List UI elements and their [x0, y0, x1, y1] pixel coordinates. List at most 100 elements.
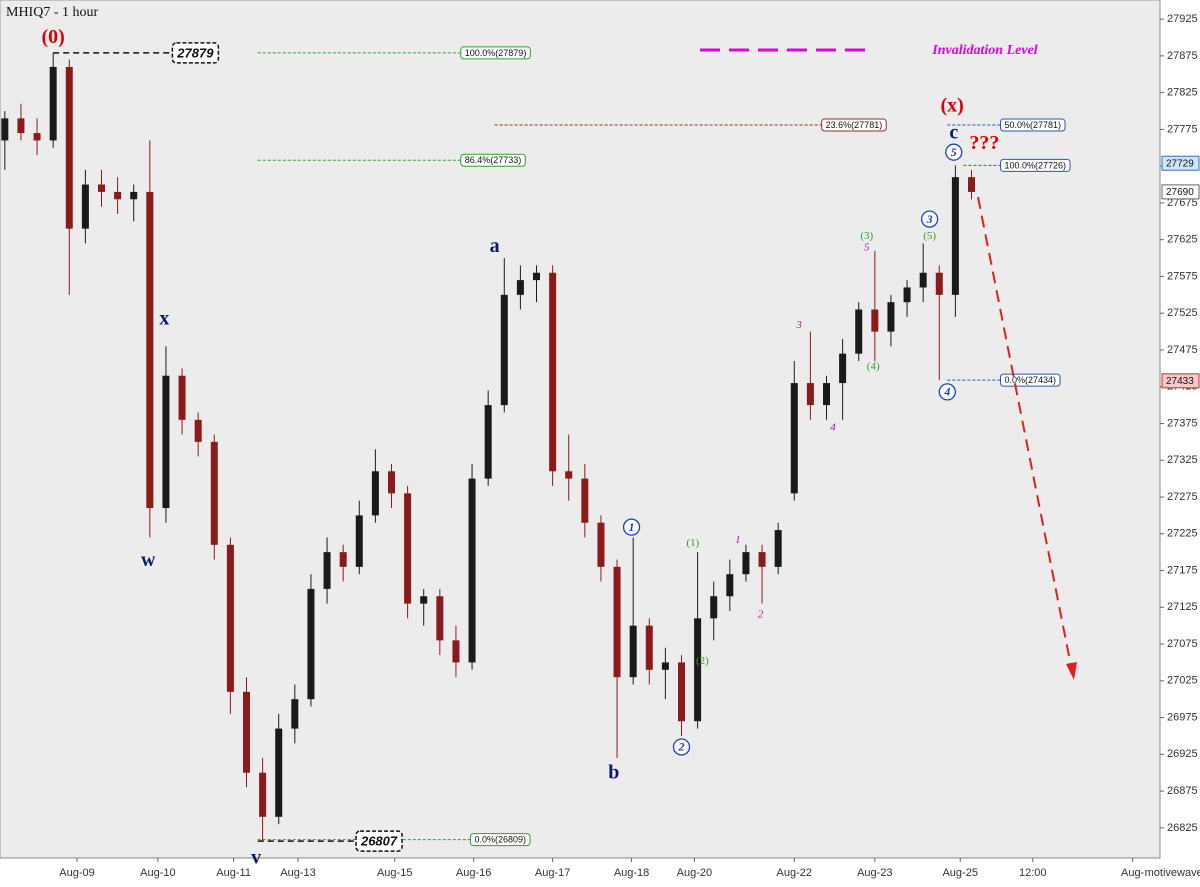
wave-label: (0) — [42, 26, 65, 48]
candle-body — [500, 294, 508, 406]
candle-body — [178, 375, 186, 420]
y-tick-label: 27375 — [1167, 417, 1198, 429]
candle-body — [887, 302, 895, 332]
candle-body — [291, 699, 299, 729]
candle-body — [81, 184, 89, 229]
fib-label: 86.4%(27733) — [465, 155, 522, 165]
candle-body — [162, 375, 170, 509]
candle-body — [871, 309, 879, 332]
wave-label: 3 — [926, 212, 933, 226]
fib-label: 0.0%(26809) — [474, 834, 526, 844]
candle-body — [661, 662, 669, 670]
wave-label: 5 — [864, 242, 870, 254]
candle-body — [210, 441, 218, 545]
candle-body — [549, 272, 557, 472]
candle-body — [565, 471, 573, 479]
wave-circle — [938, 383, 956, 401]
x-tick-label: Aug-10 — [140, 867, 175, 879]
fib-label-box — [1000, 373, 1061, 387]
candle-body — [516, 280, 524, 295]
candle-body — [1, 118, 9, 141]
fib-label: 50.0%(27781) — [1005, 120, 1062, 130]
candle-body — [533, 272, 540, 281]
candle-body — [839, 353, 847, 384]
y-tick-label: 27825 — [1167, 87, 1198, 99]
candle-body — [259, 772, 267, 817]
legend-label: Invalidation Level — [931, 43, 1037, 58]
wave-circle — [945, 143, 963, 161]
chart-title: MHIQ7 - 1 hour — [6, 5, 98, 20]
plot-area — [0, 0, 1161, 859]
fib-label-box — [1000, 158, 1071, 172]
wave-label: a — [490, 235, 500, 257]
candle-body — [146, 191, 154, 509]
x-tick-label: Aug-17 — [535, 867, 570, 879]
fib-label: 100.0%(27726) — [1005, 160, 1067, 170]
y-tick-label: 27675 — [1167, 197, 1198, 209]
x-tick-label: Aug-15 — [377, 867, 412, 879]
candle-body — [355, 515, 363, 567]
candle-body — [613, 566, 621, 678]
y-tick-label: 27475 — [1167, 344, 1198, 356]
candle-body — [307, 588, 315, 700]
arrow-head — [1066, 662, 1077, 680]
candle-body — [33, 133, 41, 141]
candle-body — [404, 493, 412, 604]
wave-label: 1 — [735, 534, 741, 546]
y-tick-label: 27875 — [1167, 50, 1198, 62]
candle-body — [436, 596, 444, 641]
y-tick-label: 27175 — [1167, 564, 1198, 576]
wave-label: 2 — [758, 608, 764, 620]
wave-label: 2 — [678, 740, 685, 754]
candle-body — [194, 419, 202, 442]
wave-circle — [672, 738, 691, 756]
y-tick-label: 26925 — [1167, 748, 1198, 760]
candle-body — [935, 272, 943, 295]
candle-body — [49, 66, 57, 141]
y-tick-label: 27125 — [1167, 601, 1198, 613]
candle-body — [742, 552, 750, 575]
y-tick-label: 27775 — [1167, 123, 1198, 135]
wave-label: 4 — [830, 422, 836, 434]
wave-circle — [622, 518, 641, 536]
x-tick-label: Aug-22 — [777, 867, 812, 879]
price-tag-label: 27729 — [1166, 158, 1194, 169]
wave-label: (4) — [867, 361, 880, 373]
wave-label: (1) — [686, 537, 699, 549]
watermark: motivewave.com — [1145, 867, 1200, 879]
y-tick-label: 27225 — [1167, 528, 1198, 540]
x-tick-label: 12:00 — [1019, 867, 1047, 879]
price-tag — [1161, 373, 1200, 389]
x-tick-label: Aug-11 — [216, 867, 251, 879]
candle-body — [581, 478, 589, 523]
x-tick-label: Aug-13 — [280, 867, 315, 879]
projection-arrow — [977, 196, 1072, 667]
wave-label: ??? — [969, 132, 999, 154]
y-tick-label: 26975 — [1167, 711, 1198, 723]
wave-label: 5 — [951, 145, 957, 159]
price-tag — [1161, 184, 1200, 200]
candle-body — [275, 728, 283, 817]
wave-label: v — [251, 847, 261, 869]
y-tick-label: 27075 — [1167, 638, 1198, 650]
fib-label-box — [460, 153, 526, 167]
candle-body — [323, 552, 331, 589]
wave-label: (2) — [696, 655, 709, 667]
y-tick-label: 27025 — [1167, 675, 1198, 687]
candle-body — [226, 544, 234, 692]
x-tick-label: Aug-25 — [942, 867, 977, 879]
wave-label: 4 — [943, 385, 950, 399]
candle-body — [114, 191, 122, 200]
y-tick-label: 26875 — [1167, 785, 1198, 797]
y-tick-label: 27925 — [1167, 13, 1198, 25]
candle-body — [726, 574, 734, 597]
candle-body — [758, 552, 766, 567]
candle-body — [65, 66, 73, 229]
fib-label-box — [460, 46, 531, 60]
y-tick-label: 27625 — [1167, 234, 1198, 246]
candle-body — [678, 662, 685, 722]
fib-label: 0.0%(27434) — [1005, 375, 1057, 385]
fib-label-box — [821, 118, 887, 132]
wave-label: x — [159, 308, 169, 330]
